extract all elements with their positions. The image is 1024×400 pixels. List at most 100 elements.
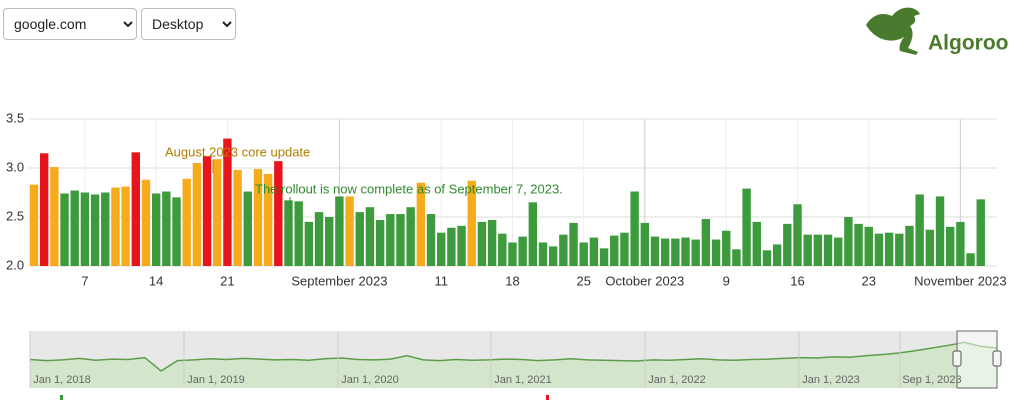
y-tick-label: 2.0 bbox=[6, 257, 24, 272]
bar bbox=[355, 212, 364, 266]
x-tick-label: October 2023 bbox=[605, 273, 684, 288]
bar bbox=[314, 212, 324, 266]
bar bbox=[437, 232, 446, 266]
navigator-handle bbox=[992, 350, 1002, 367]
logo: Algoroo bbox=[866, 7, 1008, 55]
bar bbox=[50, 167, 59, 266]
bar bbox=[518, 236, 527, 266]
bar bbox=[966, 253, 975, 266]
bar bbox=[956, 221, 965, 266]
bar bbox=[793, 204, 802, 266]
bar bbox=[487, 219, 497, 266]
bar bbox=[365, 207, 375, 266]
y-tick-label: 2.5 bbox=[6, 208, 24, 223]
navigator-bg bbox=[30, 331, 997, 388]
bar bbox=[844, 217, 853, 266]
bar bbox=[630, 191, 639, 266]
bar bbox=[538, 242, 548, 266]
bar bbox=[854, 223, 863, 266]
bar bbox=[742, 188, 751, 266]
bar bbox=[895, 233, 904, 266]
bar bbox=[233, 169, 242, 266]
bar bbox=[569, 222, 578, 266]
bar bbox=[406, 207, 415, 266]
bar bbox=[477, 221, 487, 266]
flag-green bbox=[60, 395, 63, 400]
bar bbox=[528, 202, 538, 266]
bar bbox=[121, 186, 130, 266]
bar bbox=[111, 187, 120, 266]
bar bbox=[915, 194, 924, 266]
bar bbox=[416, 182, 426, 266]
bar bbox=[60, 193, 69, 266]
bar bbox=[548, 246, 558, 266]
bar bbox=[131, 152, 140, 266]
bar bbox=[375, 219, 385, 266]
bar bbox=[579, 242, 588, 266]
annotation: August 2023 core update bbox=[165, 144, 310, 159]
bar bbox=[711, 239, 721, 266]
navigator-label: Jan 1, 2023 bbox=[802, 374, 860, 386]
bar bbox=[325, 217, 334, 266]
bar bbox=[70, 190, 79, 266]
x-tick-label: 18 bbox=[505, 273, 519, 288]
bar bbox=[447, 227, 456, 266]
bar bbox=[213, 159, 222, 266]
bar bbox=[925, 229, 935, 266]
navigator-area bbox=[30, 342, 997, 388]
bar bbox=[141, 179, 151, 266]
bar bbox=[976, 199, 985, 266]
bar bbox=[39, 153, 49, 266]
navigator-label: Jan 1, 2020 bbox=[341, 374, 399, 386]
x-tick-label: 23 bbox=[862, 273, 876, 288]
logo-text: Algoroo bbox=[928, 32, 1008, 55]
y-tick-label: 3.5 bbox=[6, 110, 24, 125]
bar bbox=[498, 233, 507, 266]
x-tick-label: 9 bbox=[723, 273, 730, 288]
bar bbox=[243, 191, 252, 266]
bar bbox=[386, 214, 395, 266]
bar bbox=[946, 226, 955, 266]
bar bbox=[803, 234, 812, 266]
bar bbox=[162, 191, 171, 266]
bar bbox=[660, 238, 670, 266]
bar bbox=[263, 173, 273, 266]
x-tick-label: 25 bbox=[576, 273, 590, 288]
bar bbox=[284, 200, 293, 266]
bar bbox=[752, 221, 761, 266]
y-tick-label: 3.0 bbox=[6, 159, 24, 174]
bar bbox=[762, 250, 772, 266]
device-select[interactable]: Desktop bbox=[141, 8, 236, 40]
bar bbox=[101, 192, 110, 266]
site-select[interactable]: google.com bbox=[3, 8, 137, 40]
bar bbox=[253, 168, 263, 266]
bar bbox=[599, 248, 609, 266]
navigator-label: Jan 1, 2021 bbox=[494, 374, 552, 386]
bar bbox=[396, 214, 405, 266]
x-tick-label: September 2023 bbox=[291, 273, 387, 288]
bar bbox=[783, 223, 792, 266]
bar bbox=[823, 234, 833, 266]
bar bbox=[650, 236, 660, 266]
kangaroo-icon bbox=[866, 7, 920, 55]
bar bbox=[834, 237, 843, 266]
annotation: The rollout is now complete as of Septem… bbox=[255, 181, 563, 196]
bar bbox=[202, 156, 212, 266]
bar bbox=[671, 238, 680, 266]
bar bbox=[691, 239, 700, 266]
bar bbox=[80, 192, 90, 266]
x-tick-label: 14 bbox=[149, 273, 163, 288]
bar bbox=[874, 233, 884, 266]
navigator-handle bbox=[952, 350, 962, 367]
bar bbox=[192, 163, 202, 266]
bar bbox=[172, 197, 181, 266]
bar bbox=[732, 249, 741, 266]
bar bbox=[813, 234, 823, 266]
bar bbox=[90, 194, 100, 266]
bar bbox=[935, 196, 945, 266]
bar bbox=[905, 225, 914, 266]
bar bbox=[701, 218, 711, 266]
bar bbox=[223, 138, 232, 266]
